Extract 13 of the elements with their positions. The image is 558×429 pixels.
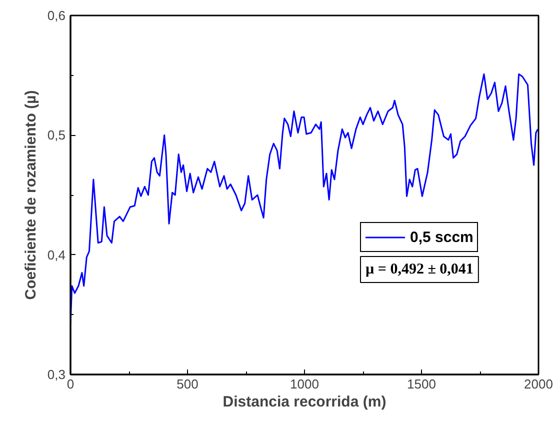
x-tick-label: 2000 <box>524 376 553 392</box>
legend-label: 0,5 sccm <box>410 228 474 246</box>
y-axis-title: Coeficiente de rozamiento (µ) <box>22 90 40 300</box>
y-tick-label: 0,4 <box>47 247 66 262</box>
y-tick-label: 0,6 <box>47 8 66 23</box>
x-tick-label: 500 <box>176 376 198 392</box>
x-tick-label: 1500 <box>407 376 436 392</box>
x-tick-label: 0 <box>66 376 74 392</box>
x-axis-title: Distancia recorrida (m) <box>222 394 386 410</box>
y-tick-label: 0,3 <box>47 367 66 382</box>
annotation: µ = 0,492 ± 0,041 <box>366 262 474 278</box>
x-tick-label: 1000 <box>290 376 319 392</box>
y-tick-label: 0,5 <box>47 128 66 143</box>
